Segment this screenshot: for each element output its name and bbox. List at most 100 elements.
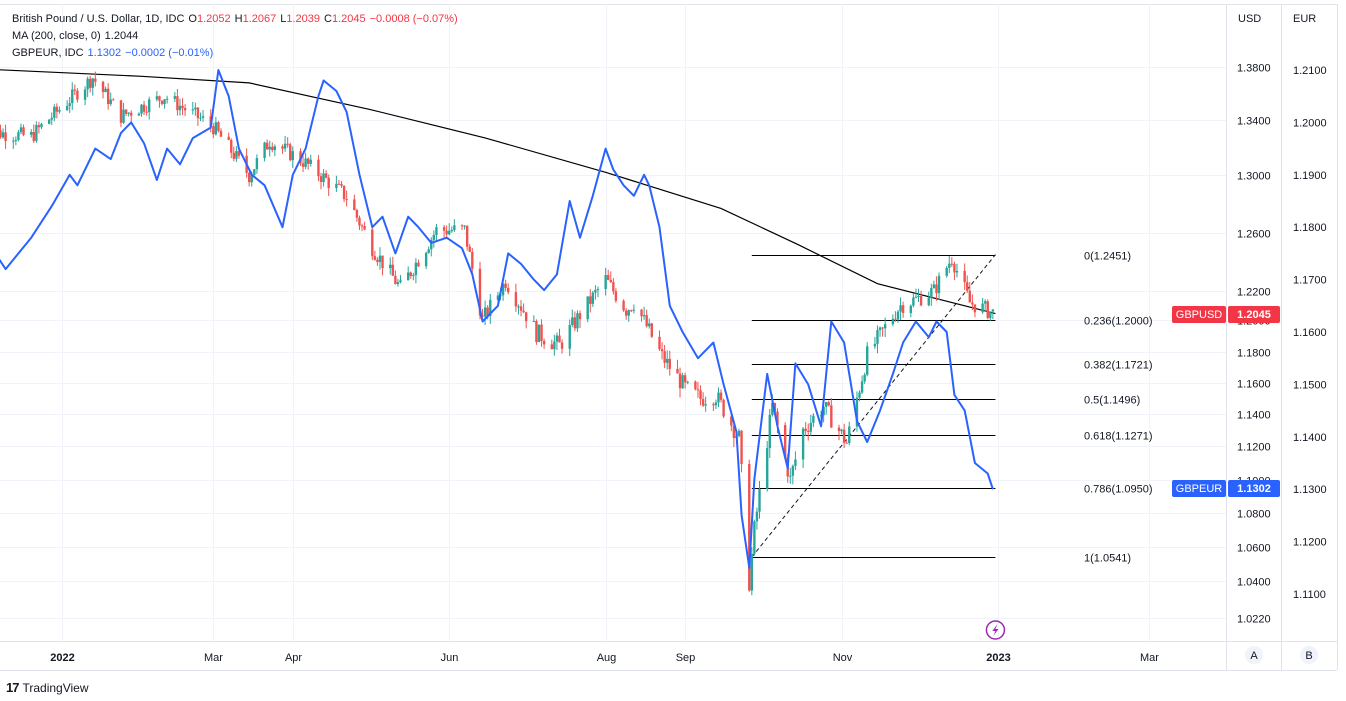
candle-body <box>783 425 787 457</box>
candle-body <box>194 107 197 110</box>
candle-body <box>483 307 487 317</box>
candle-body <box>417 262 420 267</box>
candle-body <box>717 392 720 403</box>
candle-body <box>753 521 756 554</box>
candle-body <box>212 126 215 135</box>
candle-body <box>453 225 456 231</box>
candle-body <box>281 146 284 149</box>
candle-body <box>632 309 636 311</box>
candle-body <box>645 315 648 327</box>
candle-body <box>681 375 684 389</box>
candle-body <box>524 312 528 322</box>
candle-body <box>622 300 625 311</box>
candle-body <box>714 402 718 406</box>
candle-body <box>119 100 123 123</box>
symbol-title[interactable]: British Pound / U.S. Dollar, 1D, IDC <box>12 13 185 25</box>
candle-body <box>442 227 446 231</box>
candle-body <box>163 99 166 104</box>
candle-body <box>981 303 984 313</box>
candle-body <box>201 116 205 118</box>
candle-body <box>935 284 938 294</box>
eur-tick-label: 1.1400 <box>1293 432 1327 444</box>
candle-body <box>358 217 361 226</box>
lightning-bolt <box>992 624 999 636</box>
candle-body <box>896 311 900 320</box>
candle-body <box>355 209 359 218</box>
candle-body <box>758 488 761 512</box>
gbpusd-price-badge <box>1228 306 1280 323</box>
candle-body <box>642 315 646 317</box>
candle-body <box>663 351 666 363</box>
candle-body <box>891 318 895 325</box>
candle-body <box>363 225 366 230</box>
eur-tick-label: 1.2000 <box>1293 117 1327 129</box>
candle-body <box>14 139 18 141</box>
candle-body <box>17 132 20 140</box>
gbpeur-price-badge <box>1228 480 1280 497</box>
candle-body <box>873 343 877 347</box>
usd-tick-label: 1.0400 <box>1237 577 1271 589</box>
candle-body <box>101 81 105 93</box>
candle-body <box>283 143 287 149</box>
candle-body <box>199 117 202 119</box>
candle-body <box>35 125 38 141</box>
candle-body <box>704 404 707 406</box>
open-label: O <box>188 13 197 25</box>
candle-body <box>481 315 484 317</box>
candle-body <box>912 297 915 306</box>
candle-body <box>732 425 736 438</box>
candle-body <box>0 130 2 138</box>
usd-tick-label: 1.3800 <box>1237 63 1271 75</box>
candle-body <box>486 307 489 317</box>
eur-tick-label: 1.1900 <box>1293 170 1327 182</box>
candle-body <box>878 327 882 331</box>
close-label: C <box>324 13 332 25</box>
candle-body <box>750 553 754 591</box>
candle-body <box>827 402 830 406</box>
candle-body <box>927 297 930 306</box>
candle-body <box>883 324 887 329</box>
candle-body <box>219 130 223 137</box>
candle-body <box>489 299 492 317</box>
candle-body <box>389 264 392 269</box>
candle-body <box>230 139 233 153</box>
usd-tick-label: 1.1200 <box>1237 442 1271 454</box>
candle-body <box>445 230 448 235</box>
candle-body <box>471 251 474 269</box>
candle-body <box>558 335 561 343</box>
candle-body <box>412 275 415 277</box>
candle-body <box>809 422 812 432</box>
scale-a-label: A <box>1250 650 1258 662</box>
fib-level-label: 0.5(1.1496) <box>1084 395 1140 407</box>
candle-body <box>273 146 277 150</box>
candle-body <box>501 283 505 296</box>
open-value: 1.2052 <box>196 13 231 25</box>
usd-tick-label: 1.3000 <box>1237 171 1271 183</box>
candle-body <box>94 78 97 82</box>
candle-body <box>301 163 305 167</box>
gbpeur-label[interactable]: GBPEUR, IDC <box>12 47 84 59</box>
time-tick-label: Mar <box>1140 652 1159 664</box>
candle-body <box>373 256 377 260</box>
candle-body <box>181 105 184 109</box>
candle-body <box>127 112 130 114</box>
candle-body <box>173 96 177 99</box>
eur-tick-label: 1.1200 <box>1293 537 1327 549</box>
candle-body <box>378 255 382 263</box>
candle-body <box>83 89 87 100</box>
fib-trendline <box>751 254 996 558</box>
footer-brand[interactable]: 17 TradingView <box>6 680 89 695</box>
time-tick-label: Sep <box>676 652 696 664</box>
candle-body <box>176 96 179 111</box>
candle-body <box>991 309 995 312</box>
candle-body <box>594 290 597 293</box>
candle-body <box>196 107 200 118</box>
candle-body <box>837 427 841 432</box>
candle-body <box>65 106 69 110</box>
candle-body <box>463 225 466 227</box>
candle-body <box>591 292 595 304</box>
candle-body <box>160 100 164 104</box>
candle-body <box>53 106 56 118</box>
ma-label[interactable]: MA (200, close, 0) <box>12 30 101 42</box>
